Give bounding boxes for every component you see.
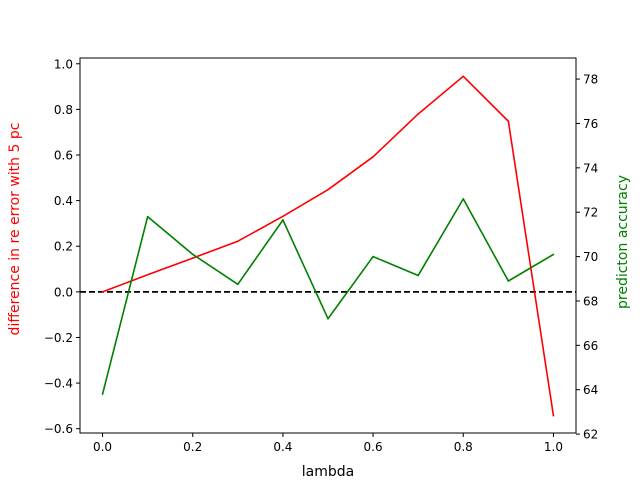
right-y-tick-label: 66: [583, 339, 598, 353]
right-y-tick-label: 76: [583, 117, 598, 131]
x-tick-label: 0.0: [93, 440, 112, 454]
x-axis-label: lambda: [302, 464, 354, 480]
series-line-left: [102, 75, 555, 416]
data-point-right: [101, 393, 104, 395]
right-y-tick-label: 62: [583, 428, 598, 442]
data-point-left: [327, 188, 329, 191]
left-y-tick-label: 0.6: [54, 149, 73, 163]
data-point-left: [237, 240, 239, 243]
left-y-axis-label: difference in re error with 5 pc: [7, 123, 23, 336]
x-tick-label: 0.8: [454, 440, 473, 454]
data-point-right: [146, 215, 149, 218]
data-point-right: [507, 280, 510, 282]
plot-area: [79, 57, 577, 434]
left-y-tick-label: −0.2: [44, 331, 73, 345]
x-tick-label: 0.2: [183, 440, 202, 454]
data-point-right: [417, 274, 419, 277]
right-y-tick-label: 64: [583, 383, 598, 397]
right-y-axis: 62 64 66 68 70 72 74 76 78: [576, 73, 598, 442]
data-point-left: [191, 257, 194, 259]
left-y-axis: −0.6 −0.4 −0.2 0.0 0.2 0.4 0.6 0.8 1.0: [44, 57, 80, 436]
left-y-tick-label: −0.6: [44, 422, 73, 436]
right-y-tick-label: 72: [583, 206, 598, 220]
right-y-tick-label: 78: [583, 73, 598, 87]
series-line-right: [101, 198, 554, 395]
x-tick-label: 1.0: [544, 440, 563, 454]
left-y-tick-label: 1.0: [54, 57, 73, 71]
left-y-tick-label: 0.4: [54, 194, 73, 208]
x-tick-label: 0.6: [364, 440, 383, 454]
data-point-left: [462, 75, 465, 78]
chart-marks: [80, 75, 576, 417]
right-y-tick-label: 70: [583, 250, 598, 264]
data-point-left: [417, 113, 419, 115]
data-point-right: [282, 219, 284, 221]
data-point-left: [552, 414, 555, 417]
data-point-right: [327, 317, 329, 320]
data-point-right: [237, 283, 239, 286]
left-y-tick-label: −0.4: [44, 377, 73, 391]
x-tick-label: 0.4: [273, 440, 292, 454]
data-point-left: [372, 156, 374, 158]
x-axis: 0.0 0.2 0.4 0.6 0.8 1.0: [93, 433, 563, 454]
right-y-axis-label: predicton accuracy: [615, 175, 631, 309]
data-point-left: [101, 291, 104, 293]
left-y-tick-label: 0.8: [54, 103, 73, 117]
data-point-left: [146, 273, 149, 276]
data-point-left: [282, 215, 284, 218]
data-point-right: [372, 255, 374, 258]
data-point-right: [462, 198, 465, 200]
right-y-tick-label: 68: [583, 294, 598, 308]
data-point-left: [507, 120, 510, 123]
right-y-tick-label: 74: [583, 161, 598, 175]
left-y-tick-label: 0.2: [54, 240, 73, 254]
data-point-right: [552, 253, 555, 256]
data-point-right: [191, 253, 194, 256]
left-y-tick-label: 0.0: [54, 285, 73, 299]
